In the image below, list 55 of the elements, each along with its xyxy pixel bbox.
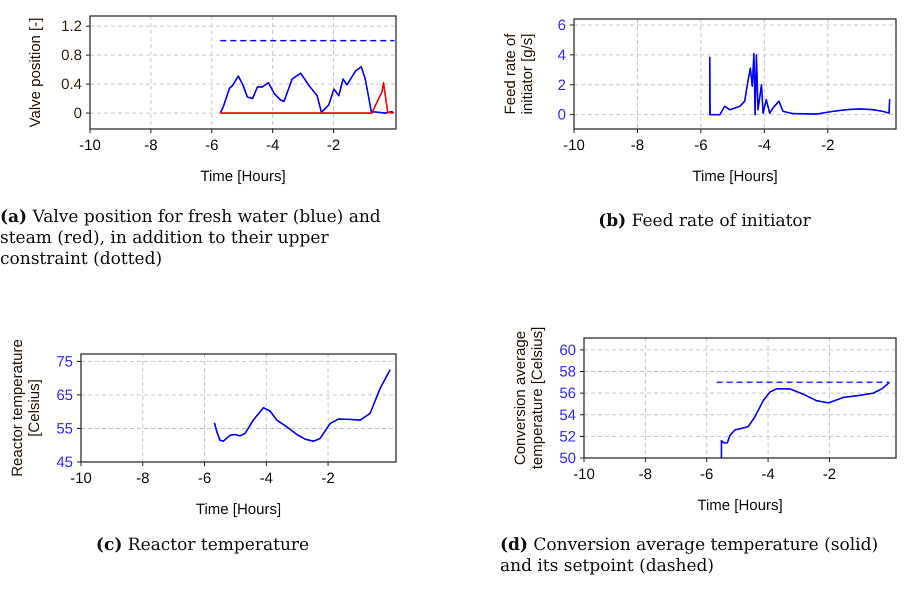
x-tick-label: -6 xyxy=(205,137,218,154)
line-series xyxy=(220,82,394,114)
y-tick-label: 56 xyxy=(559,385,576,402)
text: (d) Conversion average temperature (solid) and its setpoint (dashed) xyxy=(500,535,878,576)
line-series xyxy=(720,382,890,459)
x-axis-title: Time [Hours] xyxy=(692,168,778,185)
y-tick-label: 2 xyxy=(558,76,566,94)
text: (a) Valve position for fresh water (blue) and steam (red), in addition to their upper constraint (dotted) xyxy=(0,207,381,269)
x-tick-label: -8 xyxy=(638,466,652,483)
x-axis-title: Time [Hours] xyxy=(697,497,783,514)
y-tick-label: 75 xyxy=(56,353,73,370)
y-tick-label: 60 xyxy=(559,342,576,359)
x-tick-label: -2 xyxy=(821,137,834,154)
y-tick-label: 6 xyxy=(558,16,566,34)
x-tick-label: -4 xyxy=(761,466,775,483)
line-series xyxy=(220,66,394,114)
y-tick-label: 58 xyxy=(559,364,576,381)
y-tick-label: 1.2 xyxy=(61,18,82,36)
y-axis-title: Reactor temperature [Celsius] xyxy=(9,339,43,477)
y-tick-label: 65 xyxy=(56,386,73,404)
x-tick-label: -2 xyxy=(326,137,340,154)
x-tick-label: -10 xyxy=(79,137,101,154)
x-tick-label: -4 xyxy=(260,470,273,487)
y-tick-label: 0.4 xyxy=(61,76,82,94)
y-tick-label: 45 xyxy=(56,454,73,471)
y-tick-label: 50 xyxy=(559,450,576,467)
x-tick-label: -6 xyxy=(694,137,708,154)
text: (b) Feed rate of initiator xyxy=(598,211,812,231)
y-tick-label: 54 xyxy=(559,406,576,424)
x-axis-title: Time [Hours] xyxy=(200,168,286,185)
x-axis-title: Time [Hours] xyxy=(196,501,282,518)
y-tick-label: 0.8 xyxy=(61,47,82,64)
y-tick-label: 4 xyxy=(558,46,566,64)
x-tick-label: -2 xyxy=(822,466,836,483)
text: (c) Reactor temperature xyxy=(96,535,310,555)
x-tick-label: -10 xyxy=(563,137,585,154)
x-tick-label: -2 xyxy=(321,470,335,487)
y-axis-title: Conversion average temperature [Celsius] xyxy=(512,326,546,470)
x-tick-label: -8 xyxy=(136,470,150,487)
x-tick-label: -6 xyxy=(700,466,714,483)
x-tick-label: -10 xyxy=(70,470,92,487)
x-tick-label: -8 xyxy=(144,137,158,154)
y-tick-label: 52 xyxy=(559,428,576,446)
y-axis-title: Valve position [-] xyxy=(27,18,44,128)
x-tick-label: -4 xyxy=(758,137,772,154)
y-axis-title: Feed rate of initiator [g/s] xyxy=(502,32,536,114)
line-series xyxy=(708,53,890,116)
y-tick-label: 55 xyxy=(56,420,73,438)
x-tick-label: -6 xyxy=(198,470,212,487)
y-tick-label: 0 xyxy=(558,106,566,124)
line-series xyxy=(214,368,391,442)
y-tick-label: 0 xyxy=(74,105,82,122)
x-tick-label: -4 xyxy=(266,137,280,154)
x-tick-label: -10 xyxy=(573,466,595,483)
x-tick-label: -8 xyxy=(630,137,644,154)
